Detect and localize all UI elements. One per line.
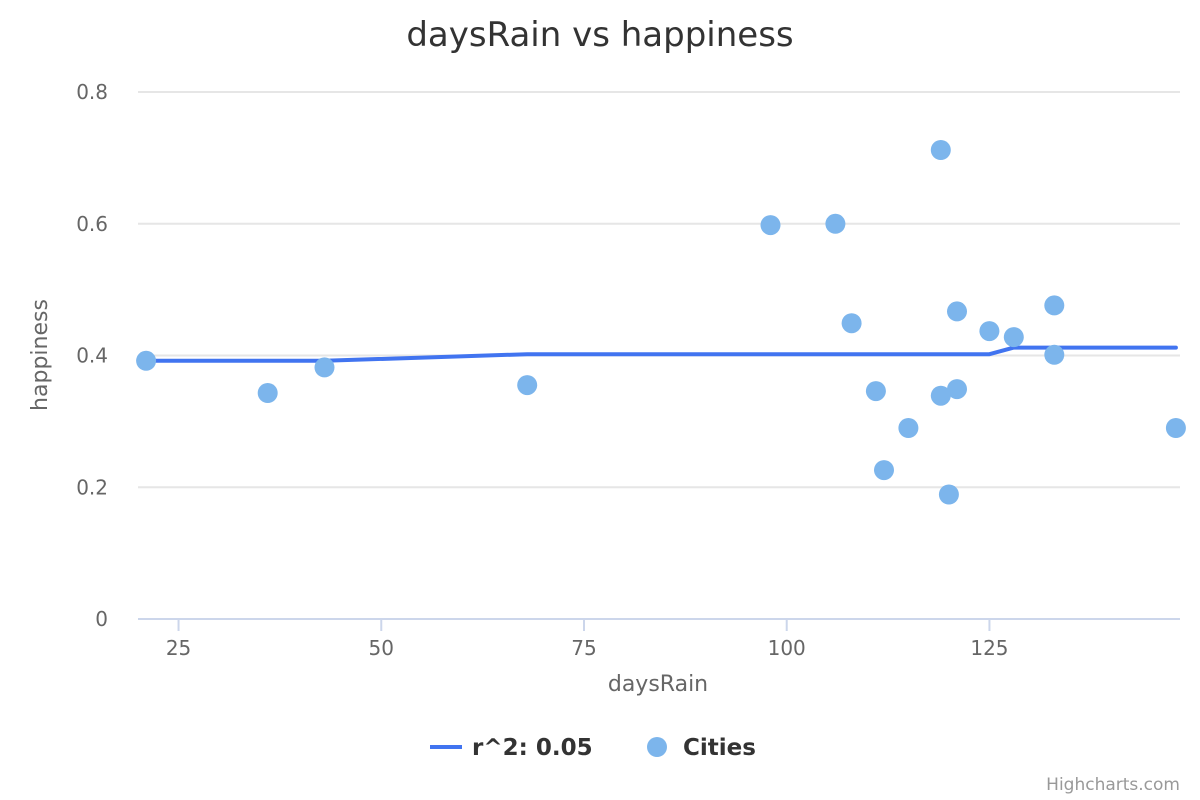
- regression-line[interactable]: [144, 345, 1178, 363]
- x-axis-title: daysRain: [608, 672, 708, 697]
- y-tick-label: 0.2: [76, 475, 108, 499]
- y-axis-title: happiness: [28, 299, 53, 411]
- city-point[interactable]: [865, 381, 886, 402]
- y-tick-label: 0.8: [76, 80, 108, 104]
- legend-label-cities: Cities: [683, 735, 756, 761]
- city-point[interactable]: [760, 215, 781, 236]
- grid: [138, 91, 1180, 489]
- city-point[interactable]: [314, 357, 335, 378]
- legend-marker-symbol: [647, 737, 667, 757]
- city-point[interactable]: [947, 379, 967, 400]
- x-tick-label: 25: [166, 636, 191, 660]
- y-tick-label: 0.4: [76, 344, 108, 368]
- credits-link[interactable]: Highcharts.com: [1046, 775, 1180, 795]
- city-point[interactable]: [825, 213, 846, 234]
- city-point[interactable]: [898, 418, 919, 438]
- city-point[interactable]: [1044, 295, 1065, 316]
- y-tick-label: 0: [95, 607, 108, 631]
- city-point[interactable]: [1165, 418, 1186, 438]
- legend: r^2: 0.05 Cities: [430, 735, 756, 761]
- x-tick-label: 75: [571, 636, 596, 660]
- city-point[interactable]: [979, 321, 1000, 342]
- plot-area: [136, 140, 1186, 505]
- city-point[interactable]: [517, 375, 538, 396]
- city-point[interactable]: [930, 140, 951, 160]
- axes: 0 0.2 0.4 0.6 0.8 25 50 75 100 125: [76, 80, 1180, 660]
- legend-label-regression: r^2: 0.05: [472, 735, 593, 761]
- legend-item-cities[interactable]: Cities: [647, 735, 756, 761]
- legend-item-regression[interactable]: r^2: 0.05: [430, 735, 593, 761]
- city-point[interactable]: [1003, 327, 1024, 348]
- city-point[interactable]: [938, 484, 959, 505]
- city-point[interactable]: [1044, 344, 1065, 365]
- chart-title: daysRain vs happiness: [406, 15, 793, 55]
- x-tick-label: 100: [768, 636, 806, 660]
- city-point[interactable]: [136, 350, 157, 371]
- city-point[interactable]: [257, 383, 278, 403]
- city-point[interactable]: [947, 301, 967, 322]
- x-tick-label: 125: [970, 636, 1008, 660]
- city-point[interactable]: [930, 385, 951, 406]
- x-tick-label: 50: [369, 636, 394, 660]
- city-point[interactable]: [841, 313, 862, 334]
- y-tick-label: 0.6: [76, 212, 108, 236]
- city-point[interactable]: [874, 460, 894, 481]
